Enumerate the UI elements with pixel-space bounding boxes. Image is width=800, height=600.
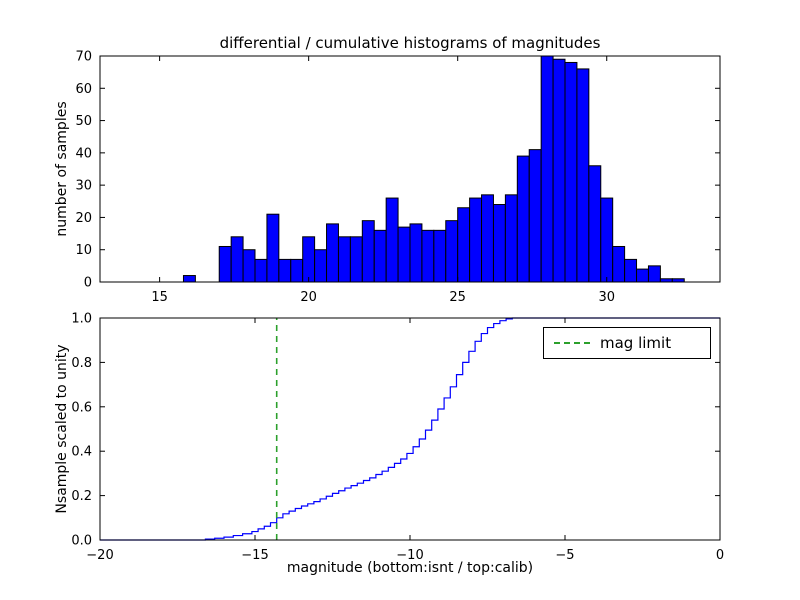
- bottom-y-tick-label: 0.8: [71, 356, 92, 371]
- histogram-bar: [230, 236, 244, 283]
- top-x-tick-label: 30: [598, 290, 615, 305]
- histogram-bar: [182, 275, 196, 283]
- legend: mag limit: [543, 327, 711, 359]
- top-y-tick-label: 60: [75, 82, 92, 97]
- histogram-bar: [624, 258, 638, 283]
- top-y-tick-label: 20: [75, 211, 92, 226]
- top-x-tick-label: 25: [449, 290, 466, 305]
- histogram-bar: [528, 149, 542, 283]
- histogram-bar: [516, 155, 530, 283]
- histogram-bar: [504, 194, 518, 283]
- top-y-tick-label: 0: [84, 276, 92, 291]
- histogram-bar: [385, 197, 399, 283]
- bottom-y-tick-label: 0.0: [71, 534, 92, 549]
- histogram-bar: [588, 165, 602, 283]
- histogram-bar: [421, 229, 435, 283]
- histogram-bar: [337, 236, 351, 283]
- histogram-bar: [636, 268, 649, 283]
- bottom-x-tick-label: −10: [396, 548, 423, 563]
- histogram-bar: [361, 220, 375, 283]
- histogram-bar: [218, 245, 232, 283]
- histogram-bar: [457, 207, 471, 283]
- dashed-line-sample: [554, 342, 590, 344]
- cumulative-line: [100, 317, 720, 541]
- bottom-y-axis-label: Nsample scaled to unity: [54, 344, 70, 514]
- top-y-tick-label: 50: [75, 114, 92, 129]
- histogram-bar: [254, 258, 268, 283]
- top-y-tick-label: 10: [75, 243, 92, 258]
- top-y-tick-label: 30: [75, 179, 92, 194]
- top-y-axis-label: number of samples: [54, 101, 70, 237]
- histogram-bar: [492, 204, 506, 283]
- histogram-bar: [540, 55, 554, 283]
- histogram-bar: [600, 197, 614, 283]
- histogram-bar: [469, 197, 483, 283]
- legend-label: mag limit: [600, 334, 672, 352]
- histogram-bar: [564, 61, 578, 283]
- bottom-x-tick-label: −20: [86, 548, 113, 563]
- histogram-bar: [612, 245, 626, 283]
- histogram-bar: [433, 229, 447, 283]
- bottom-x-tick-label: −15: [241, 548, 268, 563]
- histogram-bar: [373, 229, 387, 283]
- histogram-bar: [314, 249, 328, 283]
- histogram-bar: [278, 258, 292, 283]
- top-y-tick-label: 40: [75, 146, 92, 161]
- top-x-tick-label: 15: [151, 290, 168, 305]
- bottom-x-axis-label: magnitude (bottom:isnt / top:calib): [286, 560, 534, 576]
- histogram-bar: [266, 213, 280, 283]
- bottom-y-tick-label: 0.6: [71, 400, 92, 415]
- histogram-bar: [576, 68, 590, 283]
- histogram-bar: [302, 236, 316, 283]
- histogram-bar: [349, 236, 363, 283]
- histogram-bar: [409, 223, 423, 283]
- chart-title: differential / cumulative histograms of …: [219, 34, 601, 52]
- histogram-bar: [552, 58, 566, 283]
- bottom-x-tick-label: 0: [716, 548, 724, 563]
- bottom-y-tick-label: 1.0: [71, 312, 92, 327]
- histogram-bar: [326, 223, 339, 283]
- histogram-bar: [647, 265, 661, 283]
- bottom-y-tick-label: 0.4: [71, 445, 92, 460]
- top-axes-frame: [99, 55, 721, 283]
- bottom-x-tick-label: −5: [555, 548, 574, 563]
- histogram-bar: [397, 226, 411, 283]
- histogram-bar: [290, 258, 304, 283]
- histogram-bar: [242, 249, 256, 283]
- top-x-tick-label: 20: [300, 290, 317, 305]
- histogram-bar: [481, 194, 494, 283]
- top-y-tick-label: 70: [75, 50, 92, 65]
- histogram-bar: [445, 220, 459, 283]
- bottom-y-tick-label: 0.2: [71, 489, 92, 504]
